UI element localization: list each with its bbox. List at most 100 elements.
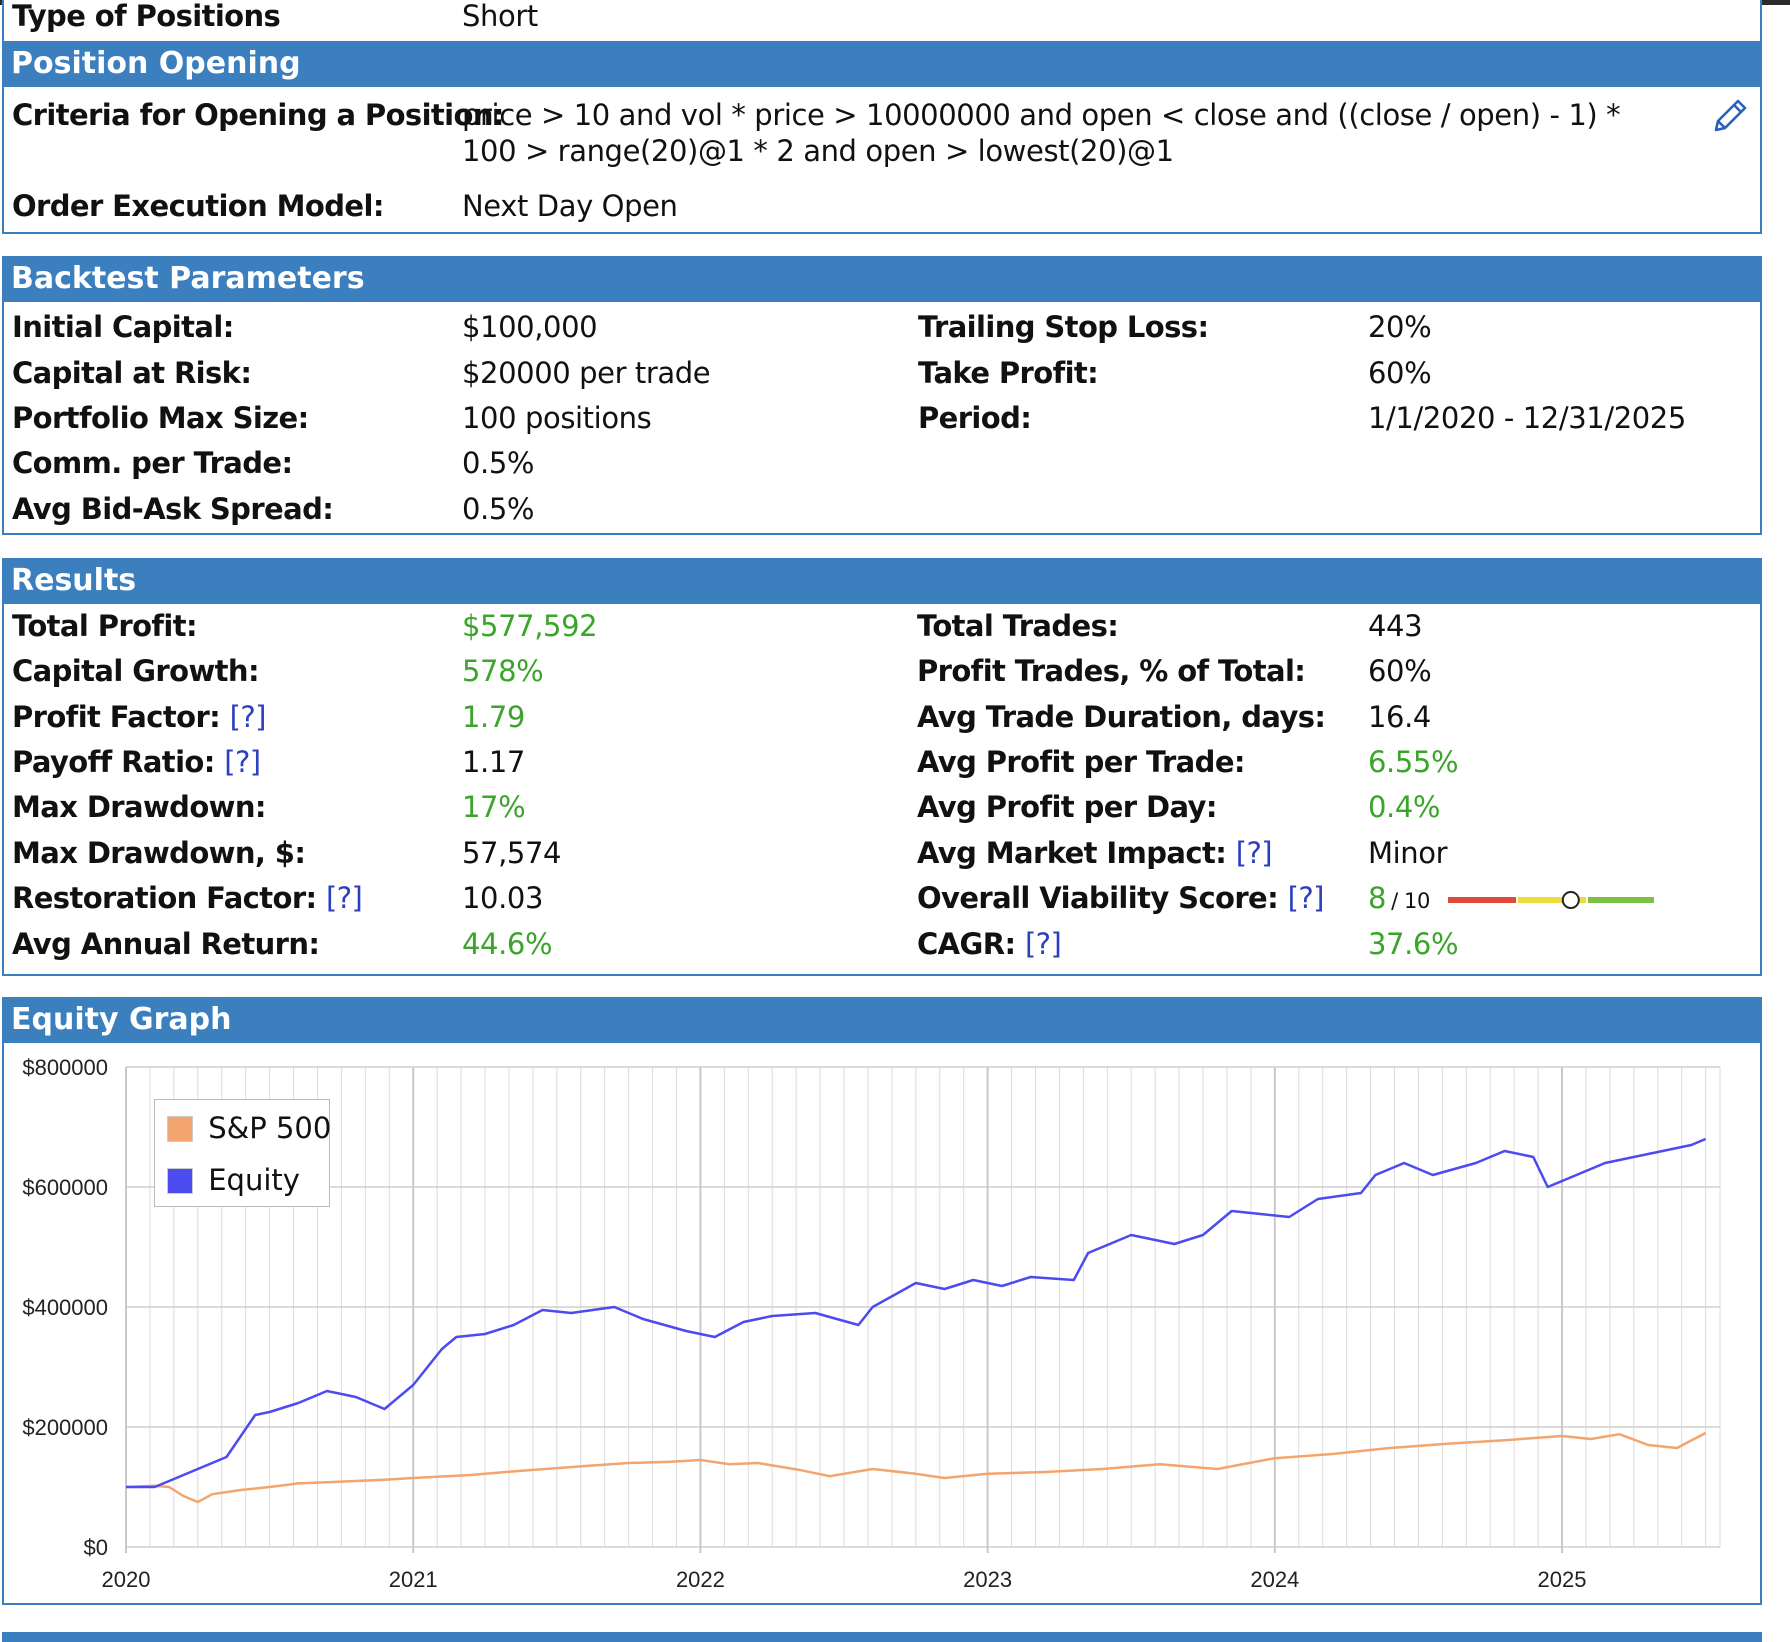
total-trades-label: Total Trades: bbox=[917, 609, 1119, 643]
backtest-left-value: 100 positions bbox=[462, 401, 652, 435]
backtest-right-label: Period: bbox=[918, 401, 1032, 435]
x-tick-label: 2022 bbox=[676, 1567, 725, 1592]
max-drawdown-dollars-label: Max Drawdown, $: bbox=[12, 836, 306, 870]
x-tick-label: 2025 bbox=[1538, 1567, 1587, 1592]
backtest-left-label: Avg Bid-Ask Spread: bbox=[12, 492, 334, 526]
equity-line bbox=[126, 1137, 1707, 1489]
profit-trades-label: Profit Trades, % of Total: bbox=[917, 654, 1306, 688]
y-tick-label: $800000 bbox=[22, 1055, 108, 1080]
cagr-label-text: CAGR: bbox=[917, 927, 1016, 961]
legend-label-sp500: S&P 500 bbox=[208, 1111, 332, 1145]
criteria-value: price > 10 and vol * price > 10000000 an… bbox=[462, 98, 1621, 168]
viability-score-label: Overall Viability Score: [?] bbox=[917, 880, 1324, 916]
backtest-right-value: 1/1/2020 - 12/31/2025 bbox=[1368, 401, 1686, 435]
avg-trade-duration-label: Avg Trade Duration, days: bbox=[917, 700, 1326, 734]
total-profit-label: Total Profit: bbox=[12, 609, 198, 643]
restoration-factor-label-text: Restoration Factor: bbox=[12, 881, 317, 915]
avg-market-impact-label: Avg Market Impact: [?] bbox=[917, 835, 1273, 871]
type-of-positions-value: Short bbox=[462, 0, 538, 33]
equity-graph-header: Equity Graph bbox=[4, 997, 1760, 1043]
viability-score-number: 8 bbox=[1368, 881, 1387, 915]
cagr-value: 37.6% bbox=[1368, 927, 1459, 961]
payoff-ratio-label: Payoff Ratio: [?] bbox=[12, 744, 261, 780]
restoration-factor-label: Restoration Factor: [?] bbox=[12, 880, 363, 916]
y-tick-label: $0 bbox=[84, 1535, 108, 1560]
cagr-label: CAGR: [?] bbox=[917, 926, 1062, 962]
payoff-ratio-help-link[interactable]: [?] bbox=[224, 745, 261, 779]
avg-market-impact-value: Minor bbox=[1368, 836, 1448, 870]
gauge-marker bbox=[1561, 891, 1580, 909]
pencil-icon[interactable] bbox=[1710, 96, 1750, 136]
x-tick-label: 2023 bbox=[963, 1567, 1012, 1592]
restoration-factor-help-link[interactable]: [?] bbox=[326, 881, 363, 915]
position-opening-header: Position Opening bbox=[4, 41, 1760, 87]
backtest-left-value: 0.5% bbox=[462, 492, 535, 526]
cagr-help-link[interactable]: [?] bbox=[1024, 927, 1062, 961]
profit-factor-label: Profit Factor: [?] bbox=[12, 699, 266, 735]
legend-swatch-sp500 bbox=[167, 1116, 193, 1142]
viability-score-label-text: Overall Viability Score: bbox=[917, 881, 1279, 915]
position-opening-panel: Type of Positions Short Position Opening… bbox=[2, 0, 1762, 234]
capital-growth-value: 578% bbox=[462, 654, 544, 688]
max-drawdown-label: Max Drawdown: bbox=[12, 790, 266, 824]
backtest-left-label: Comm. per Trade: bbox=[12, 446, 293, 480]
viability-score-value: 8/ 10 bbox=[1368, 880, 1430, 919]
backtest-parameters-header: Backtest Parameters bbox=[4, 256, 1760, 302]
avg-profit-per-trade-value: 6.55% bbox=[1368, 745, 1459, 779]
avg-market-impact-label-text: Avg Market Impact: bbox=[917, 836, 1227, 870]
viability-score-help-link[interactable]: [?] bbox=[1287, 881, 1325, 915]
max-drawdown-dollars-value: 57,574 bbox=[462, 836, 562, 870]
legend-swatch-equity bbox=[167, 1168, 193, 1194]
legend-label-equity: Equity bbox=[208, 1163, 300, 1197]
legend-item-equity: Equity bbox=[167, 1162, 300, 1198]
backtest-parameters-panel: Backtest Parameters Initial Capital: $10… bbox=[2, 256, 1762, 535]
restoration-factor-value: 10.03 bbox=[462, 881, 544, 915]
avg-profit-per-day-value: 0.4% bbox=[1368, 790, 1441, 824]
next-panel-header bbox=[2, 1632, 1762, 1642]
execution-model-label: Order Execution Model: bbox=[12, 189, 384, 223]
backtest-left-label: Initial Capital: bbox=[12, 310, 234, 344]
profit-factor-label-text: Profit Factor: bbox=[12, 700, 221, 734]
y-tick-label: $400000 bbox=[22, 1295, 108, 1320]
equity-chart: $0 $200000 $400000 $600000 $800000 2020 2021 20… bbox=[22, 1055, 1721, 1592]
avg-profit-per-trade-label: Avg Profit per Trade: bbox=[917, 745, 1245, 779]
backtest-left-label: Portfolio Max Size: bbox=[12, 401, 309, 435]
total-profit-value: $577,592 bbox=[462, 609, 598, 643]
profit-factor-help-link[interactable]: [?] bbox=[229, 700, 267, 734]
backtest-right-label: Trailing Stop Loss: bbox=[918, 310, 1209, 344]
avg-annual-return-value: 44.6% bbox=[462, 927, 553, 961]
x-tick-label: 2024 bbox=[1250, 1567, 1299, 1592]
backtest-left-value: $20000 per trade bbox=[462, 356, 711, 390]
capital-growth-label: Capital Growth: bbox=[12, 654, 260, 688]
viability-score-max: / 10 bbox=[1391, 889, 1430, 913]
avg-profit-per-day-label: Avg Profit per Day: bbox=[917, 790, 1217, 824]
equity-graph-panel: Equity Graph $0 $200000 $400000 $600000 $800… bbox=[2, 997, 1762, 1605]
max-drawdown-value: 17% bbox=[462, 790, 526, 824]
avg-annual-return-label: Avg Annual Return: bbox=[12, 927, 320, 961]
avg-market-impact-help-link[interactable]: [?] bbox=[1235, 836, 1273, 870]
y-tick-label: $200000 bbox=[22, 1415, 108, 1440]
backtest-right-label: Take Profit: bbox=[918, 356, 1099, 390]
total-trades-value: 443 bbox=[1368, 609, 1423, 643]
backtest-right-value: 20% bbox=[1368, 310, 1432, 344]
y-tick-label: $600000 bbox=[22, 1175, 108, 1200]
criteria-label: Criteria for Opening a Position: bbox=[12, 98, 504, 132]
backtest-left-label: Capital at Risk: bbox=[12, 356, 252, 390]
x-tick-label: 2021 bbox=[389, 1567, 438, 1592]
results-panel: Results Total Profit: $577,592 Capital G… bbox=[2, 558, 1762, 976]
results-header: Results bbox=[4, 558, 1760, 604]
x-tick-label: 2020 bbox=[102, 1567, 151, 1592]
payoff-ratio-value: 1.17 bbox=[462, 745, 525, 779]
profit-trades-value: 60% bbox=[1368, 654, 1432, 688]
s-p-500-line bbox=[125, 1431, 1707, 1504]
execution-model-value: Next Day Open bbox=[462, 189, 678, 223]
chart-legend: S&P 500 Equity bbox=[154, 1099, 331, 1207]
backtest-left-value: $100,000 bbox=[462, 310, 598, 344]
viability-score-gauge bbox=[1446, 888, 1656, 912]
payoff-ratio-label-text: Payoff Ratio: bbox=[12, 745, 215, 779]
legend-item-sp500: S&P 500 bbox=[167, 1110, 331, 1146]
profit-factor-value: 1.79 bbox=[462, 700, 525, 734]
avg-trade-duration-value: 16.4 bbox=[1368, 700, 1431, 734]
backtest-right-value: 60% bbox=[1368, 356, 1432, 390]
type-of-positions-label: Type of Positions bbox=[12, 0, 281, 33]
